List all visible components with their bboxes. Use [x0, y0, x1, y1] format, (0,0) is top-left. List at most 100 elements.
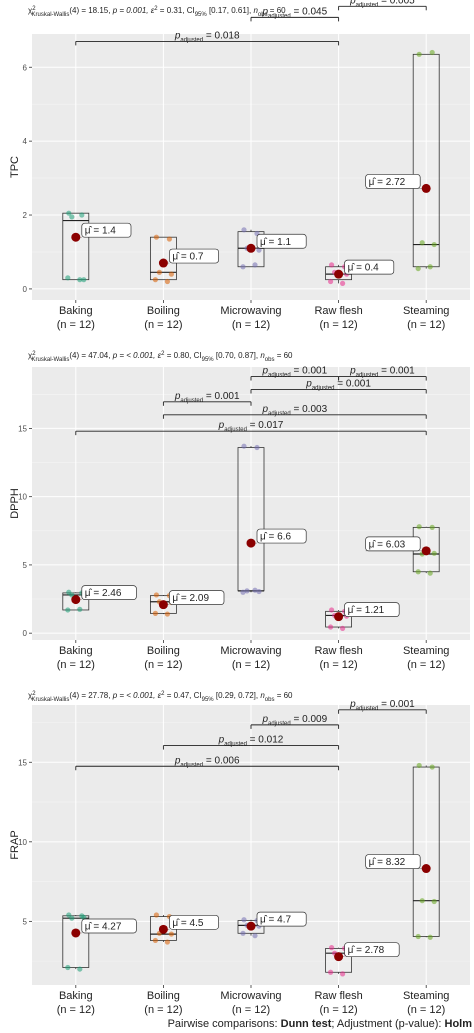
mean-label-box	[365, 854, 421, 869]
chi-symbol: χ	[28, 691, 33, 700]
confidence-interval: [0.70, 0.87],	[214, 351, 261, 360]
box-body	[237, 447, 265, 592]
mean-label: μ̂ = 2.09	[172, 592, 209, 604]
mean-label-box	[365, 536, 421, 552]
category-n-label: (n = 12)	[407, 1004, 445, 1016]
data-point	[329, 607, 335, 613]
mean-point	[421, 864, 431, 874]
p-subscript: adjusted	[224, 742, 247, 748]
p-subscript: adjusted	[268, 721, 291, 727]
adjusted-p-label: padjusted = 0.001	[349, 699, 415, 712]
p-symbol: p	[174, 30, 181, 41]
confidence-interval: [0.29, 0.72],	[214, 691, 261, 700]
mean-point	[71, 928, 81, 938]
mean-label: μ̂ = 6.03	[369, 538, 406, 550]
category-label: Raw flesh	[314, 305, 362, 317]
p-value-text: = 0.001	[378, 366, 415, 377]
p-symbol: p	[349, 0, 356, 6]
significance-bracket: padjusted = 0.018	[75, 30, 340, 46]
data-point	[65, 607, 71, 613]
mean-label: μ̂ = 4.7	[260, 914, 291, 926]
mean-point	[334, 269, 344, 279]
effect-size: = 0.47, CI	[164, 691, 201, 700]
y-tick-label: 10	[18, 493, 27, 502]
data-point	[77, 966, 83, 972]
p-symbol: p	[261, 714, 268, 725]
adjusted-p-label: padjusted = 0.045	[261, 6, 327, 19]
p-value: p = < 0.001,	[112, 691, 158, 700]
data-point	[328, 969, 334, 975]
y-tick-label: 4	[23, 137, 28, 146]
category-label: Baking	[59, 990, 93, 1002]
epsilon-symbol: ε	[151, 6, 155, 15]
stats-subtitle: χ2 Kruskal-Wallis(4) = 18.15, p = 0.001, …	[28, 6, 286, 18]
stats-subtitle: χ2 Kruskal-Wallis(4) = 27.78, p = < 0.001…	[28, 691, 293, 703]
data-point	[431, 898, 437, 905]
data-point	[153, 234, 159, 240]
data-point	[164, 278, 170, 285]
data-point	[415, 569, 421, 575]
p-subscript: adjusted	[312, 386, 335, 392]
p-value-text: = 0.045	[291, 6, 328, 17]
data-point	[329, 945, 335, 951]
data-point	[415, 265, 421, 272]
p-symbol: p	[174, 755, 181, 766]
p-symbol: p	[305, 379, 312, 390]
category-label: Boiling	[147, 305, 180, 317]
mean-label: μ̂ = 1.1	[260, 236, 291, 248]
data-point	[429, 49, 435, 56]
adjusted-p-label: padjusted = 0.001	[174, 391, 240, 404]
data-point	[427, 264, 433, 270]
chi-statistic: (4) = 27.78,	[69, 691, 112, 700]
adjusted-p-label: padjusted = 0.003	[261, 404, 327, 417]
ci-subscript: 95%	[202, 697, 215, 703]
caption-method: Holm	[445, 1018, 473, 1030]
data-point	[431, 550, 437, 556]
box-steaming	[412, 765, 440, 938]
data-point	[79, 212, 85, 218]
data-point	[429, 524, 435, 530]
y-tick-label: 15	[18, 758, 27, 767]
chi-symbol: χ	[28, 6, 33, 15]
y-tick-label: 10	[18, 838, 27, 847]
data-point	[69, 214, 75, 220]
category-n-label: (n = 12)	[319, 1004, 357, 1016]
box-body	[412, 53, 440, 268]
p-symbol: p	[261, 404, 268, 415]
y-tick-label: 2	[23, 211, 28, 220]
category-n-label: (n = 12)	[407, 319, 445, 331]
mean-label: μ̂ = 6.6	[260, 531, 291, 543]
data-point	[152, 610, 158, 616]
p-symbol: p	[349, 699, 356, 710]
data-point	[164, 611, 170, 617]
p-value-text: = 0.017	[247, 420, 284, 431]
data-point	[254, 444, 260, 451]
p-value-text: = 0.001	[203, 391, 240, 402]
data-point	[153, 912, 159, 918]
p-subscript: adjusted	[180, 762, 203, 768]
mean-label-box	[344, 942, 400, 958]
p-value-text: = 0.009	[291, 714, 328, 725]
ci-subscript: 95%	[195, 12, 208, 18]
data-point	[65, 275, 71, 281]
category-label: Steaming	[403, 645, 449, 657]
box-steaming	[412, 53, 440, 269]
mean-label-box	[81, 918, 137, 934]
adjusted-p-label: padjusted = 0.005	[349, 0, 415, 8]
data-point	[156, 269, 162, 275]
data-point	[244, 588, 250, 594]
data-point	[66, 210, 72, 216]
p-value-text: = 0.003	[291, 404, 328, 415]
chi-superscript: 2	[32, 691, 36, 697]
category-n-label: (n = 12)	[57, 659, 95, 671]
y-axis-title: DPPH	[9, 488, 21, 519]
data-point	[329, 262, 335, 268]
stats-subtitle: χ2 Kruskal-Wallis(4) = 47.04, p = < 0.001…	[28, 351, 293, 363]
mean-point	[71, 232, 81, 242]
p-symbol: p	[261, 6, 268, 17]
y-tick-label: 6	[23, 63, 28, 72]
mean-label: μ̂ = 2.46	[85, 587, 122, 599]
epsilon-superscript: 2	[161, 691, 165, 697]
chi-subscript: Kruskal-Wallis	[32, 357, 70, 363]
data-point	[427, 934, 433, 940]
